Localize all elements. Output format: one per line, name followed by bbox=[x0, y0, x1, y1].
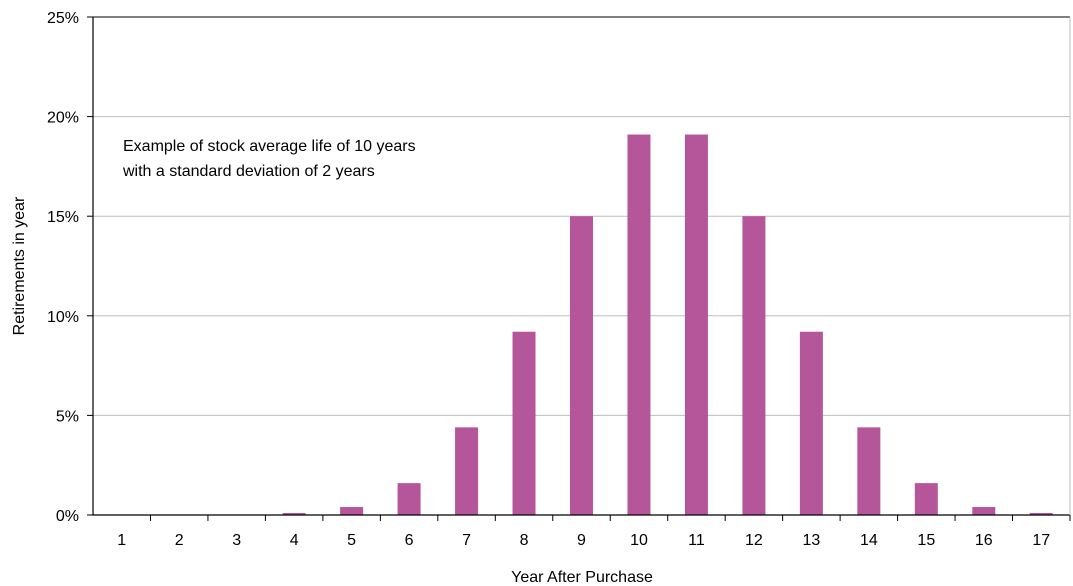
y-tick-label: 25% bbox=[47, 10, 79, 27]
x-tick-label: 1 bbox=[117, 532, 126, 549]
x-tick-label: 3 bbox=[232, 532, 241, 549]
y-axis-title: Retirements in year bbox=[11, 196, 28, 335]
y-tick-label: 10% bbox=[47, 309, 79, 326]
x-tick-label: 12 bbox=[745, 532, 763, 549]
bar-12 bbox=[742, 216, 766, 515]
x-tick-label: 17 bbox=[1032, 532, 1050, 549]
x-tick-label: 7 bbox=[462, 532, 471, 549]
bar-13 bbox=[799, 331, 823, 515]
x-tick-label: 2 bbox=[175, 532, 184, 549]
x-tick-label: 5 bbox=[347, 532, 356, 549]
y-tick-label: 15% bbox=[47, 209, 79, 226]
bar-7 bbox=[455, 427, 479, 515]
y-tick-label: 5% bbox=[56, 408, 79, 425]
x-tick-labels: 1 2 3 4 5 6 7 8 9 10 11 12 13 14 15 16 17 bbox=[117, 532, 1050, 549]
y-tick-label: 0% bbox=[56, 508, 79, 525]
axes bbox=[87, 16, 1071, 521]
bar-4 bbox=[282, 513, 306, 515]
x-tick-label: 4 bbox=[290, 532, 299, 549]
x-tick-label: 15 bbox=[917, 532, 935, 549]
bar-5 bbox=[340, 507, 364, 515]
bar-16 bbox=[972, 507, 996, 515]
x-tick-label: 8 bbox=[520, 532, 529, 549]
annotation-line-1: Example of stock average life of 10 year… bbox=[123, 138, 416, 155]
x-axis-title: Year After Purchase bbox=[511, 569, 653, 586]
bar-11 bbox=[684, 134, 708, 515]
x-tick-label: 9 bbox=[577, 532, 586, 549]
bar-9 bbox=[570, 216, 593, 515]
bars bbox=[282, 134, 1053, 515]
y-tick-labels: 0% 5% 10% 15% 20% 25% bbox=[47, 10, 79, 525]
bar-8 bbox=[512, 331, 536, 515]
x-tick-label: 10 bbox=[630, 532, 648, 549]
x-tick-label: 13 bbox=[802, 532, 820, 549]
x-tick-label: 11 bbox=[688, 532, 705, 549]
bar-15 bbox=[914, 483, 938, 515]
bar-14 bbox=[857, 427, 881, 515]
bar-17 bbox=[1029, 513, 1053, 515]
x-tick-label: 16 bbox=[975, 532, 993, 549]
y-tick-label: 20% bbox=[47, 110, 79, 127]
x-tick-label: 14 bbox=[860, 532, 878, 549]
bar-10 bbox=[627, 134, 651, 515]
x-tick-label: 6 bbox=[405, 532, 414, 549]
bar-6 bbox=[397, 483, 421, 515]
annotation-line-2: with a standard deviation of 2 years bbox=[122, 163, 375, 180]
